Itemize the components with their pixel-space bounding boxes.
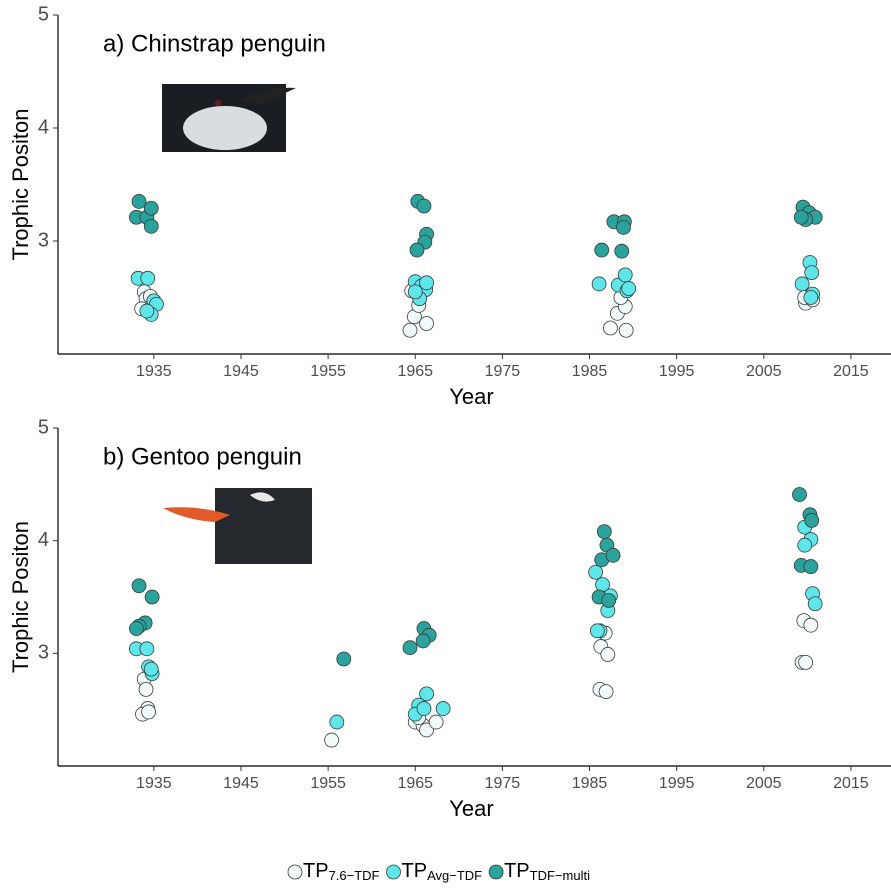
legend-label: TPAvg−TDF <box>402 860 483 883</box>
point <box>410 243 424 257</box>
point <box>805 513 819 527</box>
point <box>140 642 154 656</box>
point <box>592 277 606 291</box>
point <box>132 194 146 208</box>
point <box>795 277 809 291</box>
x-tick-label: 1935 <box>136 363 172 380</box>
point <box>330 715 344 729</box>
x-tick-label: 1985 <box>572 775 608 792</box>
x-axis-title: Year <box>449 796 493 821</box>
legend-label: TPTDF−multi <box>504 860 590 883</box>
point <box>597 525 611 539</box>
point <box>132 579 146 593</box>
point <box>337 652 351 666</box>
point <box>616 220 630 234</box>
x-tick-label: 1975 <box>485 775 521 792</box>
point <box>804 560 818 574</box>
point <box>804 291 818 305</box>
x-tick-label: 1935 <box>136 775 172 792</box>
x-tick-label: 1955 <box>310 775 346 792</box>
point <box>606 548 620 562</box>
point <box>416 634 430 648</box>
point <box>141 271 155 285</box>
point <box>417 199 431 213</box>
y-axis-title: Trophic Positon <box>8 108 33 260</box>
point <box>144 219 158 233</box>
y-tick-label: 5 <box>38 3 49 25</box>
y-tick-label: 5 <box>38 416 49 438</box>
point <box>142 705 156 719</box>
point <box>129 622 143 636</box>
point <box>408 285 422 299</box>
point <box>793 487 807 501</box>
point <box>589 565 603 579</box>
point <box>429 715 443 729</box>
legend-subscript: 7.6−TDF <box>329 868 380 883</box>
legend-marker <box>489 865 503 879</box>
y-axis-title: Trophic Positon <box>8 521 33 673</box>
legend-subscript: Avg−TDF <box>427 868 482 883</box>
point <box>403 641 417 655</box>
point <box>615 244 629 258</box>
point <box>403 323 417 337</box>
y-tick-label: 4 <box>38 116 49 138</box>
x-tick-label: 2005 <box>746 363 782 380</box>
point <box>601 647 615 661</box>
chart-title: b) Gentoo penguin <box>103 443 302 470</box>
x-tick-label: 1965 <box>397 775 433 792</box>
point <box>420 316 434 330</box>
point <box>436 702 450 716</box>
point <box>144 201 158 215</box>
x-tick-label: 2015 <box>833 363 869 380</box>
legend-name: TP <box>303 860 329 882</box>
point <box>140 304 154 318</box>
x-tick-label: 1995 <box>659 363 695 380</box>
y-tick-label: 3 <box>38 229 49 251</box>
x-tick-label: 2005 <box>746 775 782 792</box>
x-tick-label: 1995 <box>659 775 695 792</box>
point <box>325 733 339 747</box>
point <box>799 655 813 669</box>
legend-subscript: TDF−multi <box>530 868 590 883</box>
chart-title: a) Chinstrap penguin <box>103 30 326 57</box>
point <box>144 662 158 676</box>
legend-name: TP <box>402 860 428 882</box>
point <box>595 243 609 257</box>
chinstrap-photo <box>162 84 296 152</box>
point <box>590 624 604 638</box>
x-tick-label: 1985 <box>572 363 608 380</box>
point <box>599 685 613 699</box>
y-tick-label: 3 <box>38 642 49 664</box>
figure: TP7.6−TDFTPAvg−TDFTPTDF−multi 3451935194… <box>0 0 891 888</box>
page: TP7.6−TDFTPAvg−TDFTPTDF−multi 3451935194… <box>0 0 891 888</box>
gentoo-photo <box>163 488 312 564</box>
legend-marker <box>387 865 401 879</box>
y-tick-label: 4 <box>38 529 49 551</box>
x-tick-label: 2015 <box>833 775 869 792</box>
point <box>808 597 822 611</box>
legend-name: TP <box>504 860 530 882</box>
point <box>603 321 617 335</box>
x-axis-title: Year <box>449 384 493 409</box>
legend-marker <box>288 865 302 879</box>
point <box>420 276 434 290</box>
legend-label: TP7.6−TDF <box>303 860 380 883</box>
x-tick-label: 1975 <box>485 363 521 380</box>
point <box>804 618 818 632</box>
point <box>619 323 633 337</box>
point <box>798 538 812 552</box>
point <box>622 281 636 295</box>
x-tick-label: 1945 <box>223 363 259 380</box>
point <box>417 702 431 716</box>
point <box>602 593 616 607</box>
point <box>139 682 153 696</box>
x-tick-label: 1945 <box>223 775 259 792</box>
point <box>618 268 632 282</box>
point <box>794 210 808 224</box>
x-tick-label: 1955 <box>310 363 346 380</box>
point <box>145 590 159 604</box>
point <box>805 266 819 280</box>
x-tick-label: 1965 <box>397 363 433 380</box>
